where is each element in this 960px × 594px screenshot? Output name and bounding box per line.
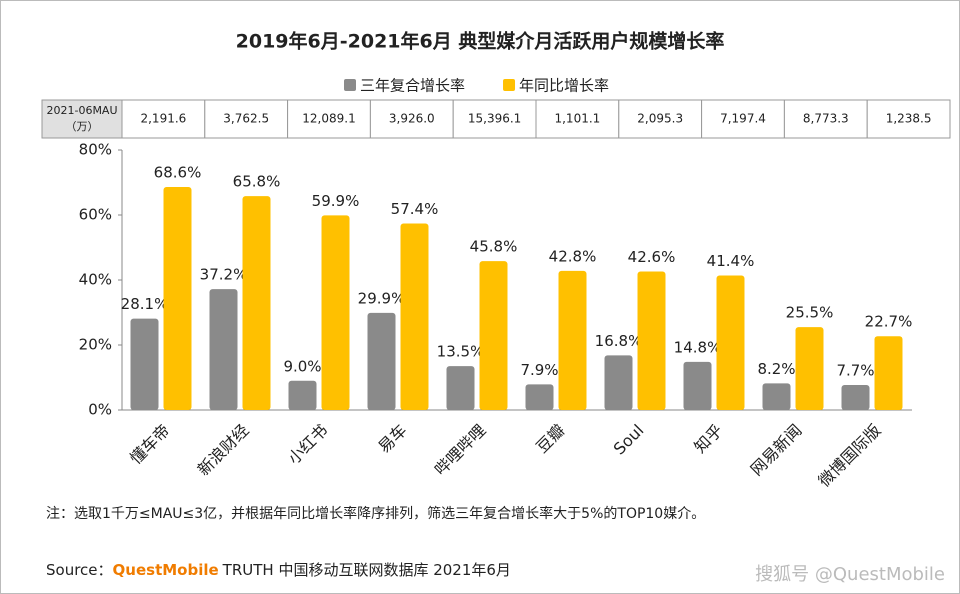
bar xyxy=(874,336,903,410)
legend-label: 年同比增长率 xyxy=(519,77,609,95)
bar xyxy=(130,318,159,410)
data-label: 22.7% xyxy=(865,313,913,331)
table-header-text: 2021-06MAU xyxy=(46,104,117,117)
chart-title: 2019年6月-2021年6月 典型媒介月活跃用户规模增长率 xyxy=(236,30,725,53)
bar xyxy=(762,383,791,410)
bar xyxy=(242,196,271,410)
table-cell-text: 8,773.3 xyxy=(803,112,849,126)
bar xyxy=(637,271,666,410)
table-cell xyxy=(618,99,703,139)
table-cell-text: 2,095.3 xyxy=(637,112,683,126)
bar xyxy=(525,384,554,410)
data-label: 65.8% xyxy=(233,173,281,191)
data-label: 68.6% xyxy=(154,164,202,182)
data-label: 42.6% xyxy=(628,248,676,266)
table-cell xyxy=(121,99,206,139)
table-cell xyxy=(701,99,785,139)
data-label: 25.5% xyxy=(786,304,834,322)
bar xyxy=(288,380,317,410)
bar xyxy=(209,289,238,410)
bar xyxy=(321,215,350,410)
table-cell-text: 12,089.1 xyxy=(302,112,355,126)
source-prefix: Source： xyxy=(46,561,113,579)
legend-swatch xyxy=(503,79,516,91)
table-cell-text: 1,101.1 xyxy=(554,112,600,126)
table-cell xyxy=(287,99,371,139)
bar xyxy=(367,312,396,410)
data-label: 7.7% xyxy=(836,361,874,379)
table-cell xyxy=(535,99,620,139)
data-label: 7.9% xyxy=(520,361,558,379)
data-label: 14.8% xyxy=(674,338,722,356)
bar xyxy=(163,187,192,410)
y-tick-label: 80% xyxy=(79,141,112,159)
legend-label: 三年复合增长率 xyxy=(360,77,465,95)
data-label: 16.8% xyxy=(595,332,643,350)
bar xyxy=(479,261,508,410)
table-cell-text: 15,396.1 xyxy=(468,112,521,126)
data-label: 28.1% xyxy=(121,295,169,313)
table-cell-text: 3,762.5 xyxy=(223,112,269,126)
y-tick-label: 0% xyxy=(88,401,112,419)
bar xyxy=(604,355,633,410)
bar xyxy=(841,384,870,410)
bar xyxy=(795,327,824,410)
table-cell xyxy=(866,99,951,139)
source-rest: TRUTH 中国移动互联网数据库 2021年6月 xyxy=(222,561,511,579)
table-header-text: （万） xyxy=(66,120,99,133)
table-cell-text: 3,926.0 xyxy=(389,112,435,126)
source-brand: QuestMobile xyxy=(113,561,219,579)
y-tick-label: 60% xyxy=(79,206,112,224)
source: Source：QuestMobile TRUTH 中国移动互联网数据库 2021年… xyxy=(46,561,511,579)
data-label: 29.9% xyxy=(358,289,406,307)
bar xyxy=(400,223,429,410)
table-cell xyxy=(369,99,454,139)
table-cell-text: 2,191.6 xyxy=(140,112,186,126)
y-tick-label: 20% xyxy=(79,336,112,354)
data-label: 57.4% xyxy=(391,200,439,218)
bar xyxy=(716,275,745,410)
data-label: 9.0% xyxy=(283,357,321,375)
data-label: 42.8% xyxy=(549,247,597,265)
data-label: 59.9% xyxy=(312,192,360,210)
table-cell-text: 1,238.5 xyxy=(886,112,932,126)
data-label: 8.2% xyxy=(757,360,795,378)
table-cell-text: 7,197.4 xyxy=(720,112,766,126)
table-cell xyxy=(452,99,537,139)
watermark: 搜狐号 @QuestMobile xyxy=(755,564,945,585)
data-label: 45.8% xyxy=(470,238,518,256)
data-label: 41.4% xyxy=(707,252,755,270)
bar xyxy=(446,366,475,410)
y-tick-label: 40% xyxy=(79,271,112,289)
note: 注：选取1千万≤MAU≤3亿，并根据年同比增长率降序排列，筛选三年复合增长率大于… xyxy=(46,505,705,522)
data-label: 37.2% xyxy=(200,266,248,284)
legend-swatch xyxy=(344,79,356,91)
table-header-cell xyxy=(41,99,123,139)
bar xyxy=(558,270,587,410)
bar xyxy=(683,361,712,410)
data-label: 13.5% xyxy=(437,343,485,361)
